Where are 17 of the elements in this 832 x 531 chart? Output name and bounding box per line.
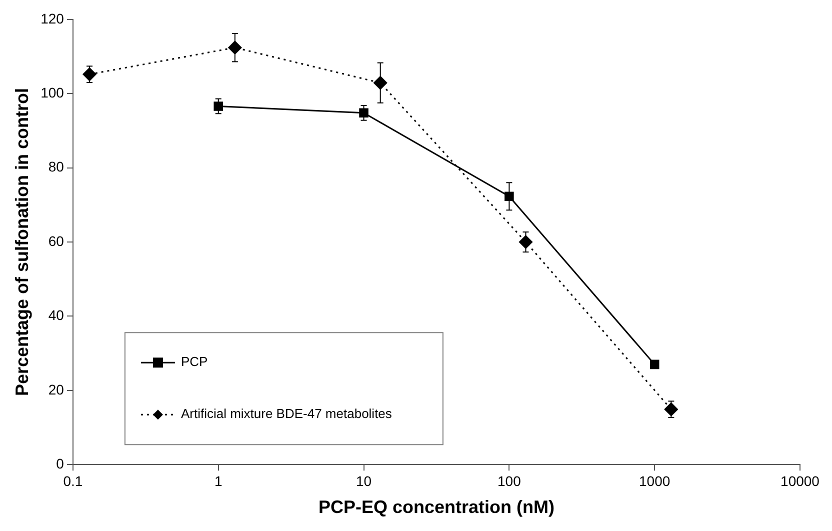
y-axis-title: Percentage of sulfonation in control [12, 88, 32, 396]
y-tick-label: 100 [40, 84, 64, 100]
y-tick-label: 120 [40, 10, 64, 26]
y-tick-label: 20 [48, 381, 64, 398]
y-tick-label: 40 [48, 307, 64, 324]
x-tick-label: 0.1 [63, 472, 83, 489]
y-tick-label: 0 [56, 455, 64, 472]
y-tick-label: 80 [48, 158, 64, 175]
x-tick-label: 1 [214, 472, 222, 489]
x-tick-label: 100 [498, 472, 522, 489]
legend-label: Artificial mixture BDE-47 metabolites [180, 406, 392, 422]
x-tick-label: 10000 [780, 472, 820, 489]
x-tick-label: 10 [356, 472, 372, 489]
y-tick-label: 60 [48, 232, 64, 249]
legend-label: PCP [180, 354, 208, 370]
x-tick-label: 1000 [639, 472, 670, 489]
x-axis-title: PCP-EQ concentration (nM) [318, 497, 554, 518]
